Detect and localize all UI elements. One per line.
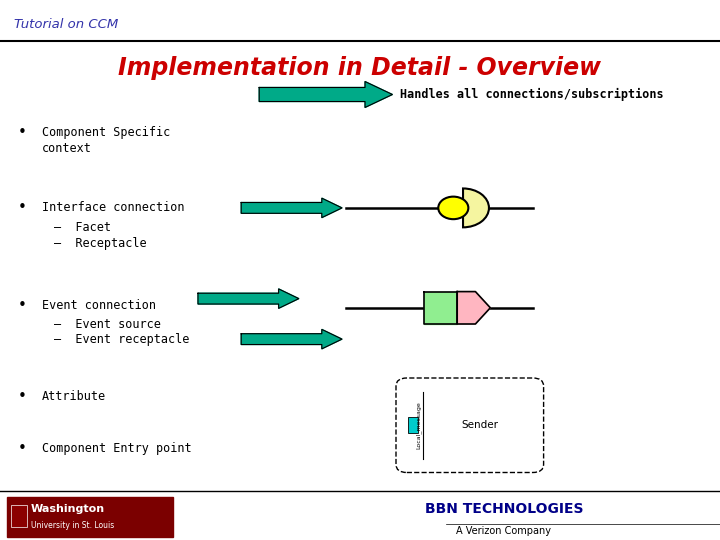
Text: –  Event source: – Event source (54, 318, 161, 330)
Text: context: context (42, 142, 91, 155)
Text: Interface connection: Interface connection (42, 201, 184, 214)
Polygon shape (424, 292, 457, 324)
Text: Component Specific: Component Specific (42, 126, 170, 139)
Polygon shape (198, 289, 299, 308)
Text: Sender: Sender (462, 420, 498, 430)
Wedge shape (463, 188, 489, 227)
Text: •: • (18, 298, 27, 313)
Polygon shape (241, 198, 342, 218)
Text: Local_message: Local_message (415, 401, 421, 449)
Text: University in St. Louis: University in St. Louis (31, 521, 114, 530)
Bar (11, 505, 27, 526)
Text: Handles all connections/subscriptions: Handles all connections/subscriptions (400, 88, 663, 101)
Text: –  Facet: – Facet (54, 221, 111, 234)
Bar (408, 417, 418, 433)
Text: Component Entry point: Component Entry point (42, 442, 192, 455)
Text: •: • (18, 125, 27, 140)
Circle shape (438, 197, 468, 219)
Text: Attribute: Attribute (42, 390, 106, 403)
Text: •: • (18, 200, 27, 215)
Text: Tutorial on CCM: Tutorial on CCM (14, 18, 119, 31)
Text: A Verizon Company: A Verizon Company (456, 526, 552, 536)
Polygon shape (241, 329, 342, 349)
FancyBboxPatch shape (396, 378, 544, 472)
Text: Washington: Washington (31, 504, 105, 514)
Text: –  Event receptacle: – Event receptacle (54, 333, 189, 346)
Bar (7, 497, 173, 537)
Text: Event connection: Event connection (42, 299, 156, 312)
Text: BBN TECHNOLOGIES: BBN TECHNOLOGIES (425, 502, 583, 516)
Polygon shape (457, 292, 490, 324)
Text: •: • (18, 389, 27, 404)
Text: –  Receptacle: – Receptacle (54, 237, 147, 249)
Polygon shape (259, 82, 392, 107)
Text: •: • (18, 441, 27, 456)
Text: Implementation in Detail - Overview: Implementation in Detail - Overview (119, 56, 601, 79)
